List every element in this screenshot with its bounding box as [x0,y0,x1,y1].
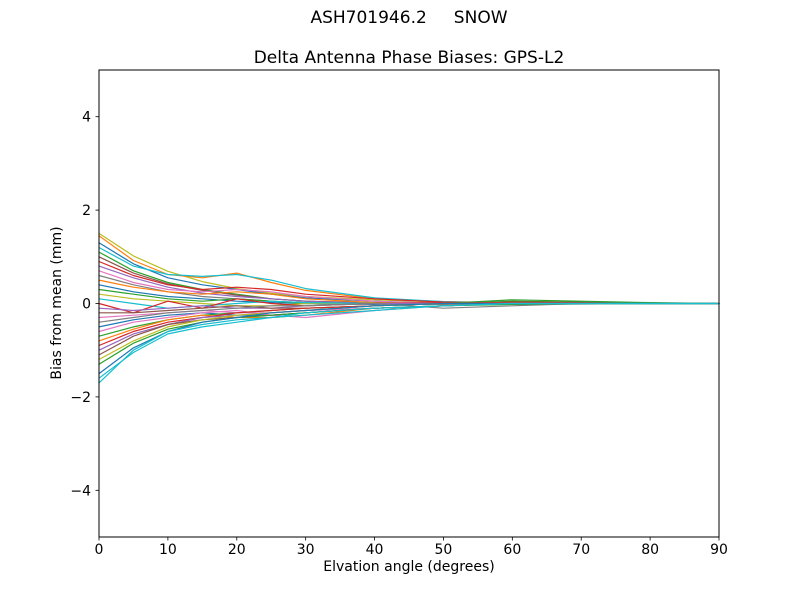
y-axis-label: Bias from mean (mm) [49,226,65,380]
series-line [98,302,720,384]
x-tick-label: 30 [297,542,315,558]
series-line [98,302,720,361]
x-tick-label: 90 [710,542,728,558]
y-tick-label: −4 [70,483,91,499]
y-tick-label: 4 [82,110,91,126]
x-tick-label: 70 [572,542,590,558]
x-tick-label: 60 [503,542,521,558]
y-tick-label: −2 [70,390,91,406]
x-tick-label: 80 [641,542,659,558]
x-tick-label: 50 [435,542,453,558]
axes-title: Delta Antenna Phase Biases: GPS-L2 [253,48,565,68]
series-line [98,302,720,365]
x-tick-label: 20 [228,542,246,558]
figure-title: ASH701946.2 SNOW [310,8,508,28]
y-tick-label: 0 [82,297,91,313]
y-tick-label: 2 [82,203,91,219]
x-axis-label: Elvation angle (degrees) [323,559,495,575]
x-tick-label: 10 [159,542,177,558]
series-line [98,256,720,305]
x-tick-label: 40 [366,542,384,558]
x-tick-label: 0 [95,542,104,558]
series-line [98,301,720,347]
